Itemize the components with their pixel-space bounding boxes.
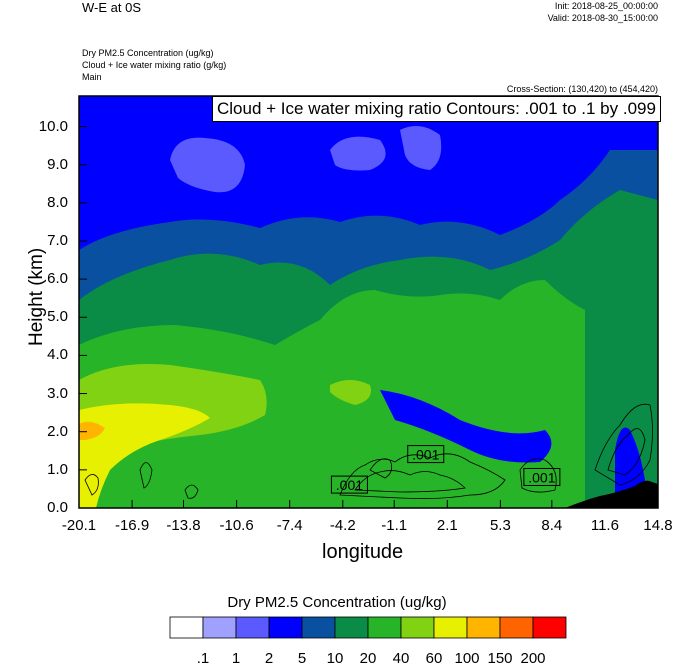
x-tick-label: 8.4 [541,517,563,534]
heatmap-field [79,96,658,508]
y-tick-label: 7.0 [47,231,68,249]
field-patch-light-blue-1 [170,137,245,193]
x-tick-label: -1.1 [381,517,408,534]
field-group: Main [82,72,102,82]
y-tick-label: 4.0 [47,346,68,364]
field-band-100 [79,403,210,508]
field-name-pm25: Dry PM2.5 Concentration (ug/kg) [82,48,214,58]
colorbar-label: 10 [326,650,344,667]
colorbar-label: 100 [454,650,480,667]
x-tick-label: 5.3 [489,517,511,534]
x-axis-label: longitude [322,541,404,563]
contour-label-box [523,467,561,486]
colorbar-label: 40 [392,650,410,667]
colorbar-swatch [334,616,369,639]
colorbar-label: 20 [359,650,377,667]
x-tick-label: 14.8 [643,517,673,534]
contour-label: .001 [412,447,439,463]
colorbar-swatch [235,616,270,639]
field-patch-light-blue-2 [330,136,386,171]
x-tick-label: -20.1 [61,517,97,534]
field-patch-light-blue-3 [400,126,442,170]
cloud-contours [84,403,653,499]
field-band-40 [79,280,585,508]
x-tick-label: 2.1 [436,517,458,534]
x-tick-label: -13.8 [166,517,201,534]
field-band-150 [79,421,105,440]
field-band-60 [79,364,267,508]
colorbar-label: 150 [487,650,513,667]
contour-annotation: Cloud + Ice water mixing ratio Contours:… [212,96,661,122]
colorbar-swatch [499,616,534,639]
y-tick-label: 10.0 [38,117,68,135]
y-tick-label: 3.0 [47,384,68,402]
colorbar-swatch [433,616,468,639]
contour-labels: .001 .001 .001 [330,445,561,494]
colorbar [169,616,567,639]
x-tick-label: -16.9 [114,517,150,534]
y-tick-label: 2.0 [47,422,68,440]
colorbar-label: 200 [520,650,546,667]
colorbar-label: 2 [264,650,274,667]
field-pocket-blue [380,390,552,463]
colorbar-label: 1 [231,650,241,667]
plot-title: W-E at 0S [82,0,142,15]
y-tick-label: 1.0 [47,460,68,478]
colorbar-label: .1 [196,650,210,667]
colorbar-swatch [301,616,336,639]
colorbar-swatch [466,616,501,639]
axis-ticks [78,126,659,509]
colorbar-swatch [367,616,402,639]
contour-label: .001 [336,477,363,493]
colorbar-swatch [400,616,435,639]
colorbar-swatch [268,616,303,639]
terrain [565,480,658,508]
colorbar-swatch [532,616,567,639]
y-tick-label: 5.0 [47,308,68,326]
colorbar-swatch [202,616,237,639]
contour-label-box [407,445,445,464]
y-tick-label: 0.0 [47,499,68,516]
y-tick-label: 6.0 [47,270,68,288]
x-tick-label: -7.4 [276,517,303,534]
contour-label: .001 [528,469,555,485]
cross-section-range: Cross-Section: (130,420) to (454,420) [506,84,658,94]
x-tick-label: -10.6 [219,517,254,534]
field-name-cloud: Cloud + Ice water mixing ratio (g/kg) [82,60,227,70]
y-tick-label: 9.0 [47,155,68,173]
contour-label-box [330,475,368,494]
init-time: Init: 2018-08-25_00:00:00 [554,1,658,11]
colorbar-swatch [169,616,204,639]
colorbar-label: 5 [297,650,307,667]
colorbar-title: Dry PM2.5 Concentration (ug/kg) [227,594,447,611]
x-tick-label: 11.6 [590,517,619,534]
field-patch-60 [330,380,371,405]
valid-time: Valid: 2018-08-30_15:00:00 [547,13,658,23]
y-tick-label: 8.0 [47,193,68,211]
x-tick-label: -4.2 [329,517,356,534]
colorbar-label: 60 [425,650,443,667]
